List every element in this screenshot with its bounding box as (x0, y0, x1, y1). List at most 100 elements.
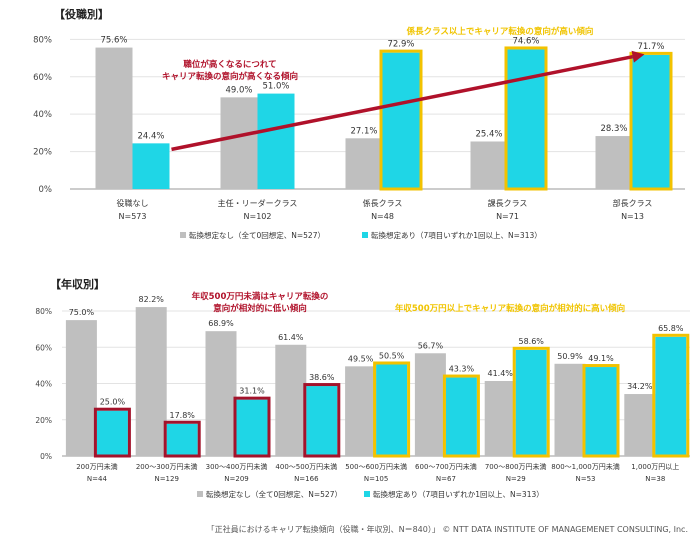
chart2-bar-change (515, 349, 547, 456)
chart1-highlight-yellow (504, 46, 548, 191)
chart2-category-n: N=67 (436, 475, 456, 483)
chart1-y-tick-label: 80% (33, 35, 52, 45)
chart2-legend-label: 転換想定なし（全て0回想定、N=527） (206, 489, 342, 499)
chart2-highlight-red (233, 396, 271, 458)
chart1-bar-no-change (470, 141, 508, 189)
chart2-category-n: N=166 (294, 475, 319, 483)
chart1-bar-no-change (220, 97, 258, 189)
chart2-category-n: N=209 (224, 475, 248, 483)
chart2-data-label: 25.0% (100, 398, 126, 407)
chart2-highlight-yellow (442, 374, 480, 458)
chart2-bar-change (236, 399, 268, 456)
chart2-bar-change (166, 423, 198, 456)
chart1-data-label: 49.0% (225, 85, 252, 95)
chart2-data-label: 82.2% (138, 295, 164, 304)
chart2-section-title: 【年収別】 (50, 278, 105, 291)
chart2-bar-no-change (484, 380, 516, 456)
chart2-category-label: 700～800万円未満 (485, 462, 547, 471)
chart2-category-n: N=129 (154, 475, 178, 483)
chart2-y-tick-label: 20% (35, 416, 52, 425)
chart2-category-label: 200万円未満 (76, 462, 117, 471)
chart2-bar-no-change (624, 394, 656, 456)
chart2-highlight-yellow (582, 364, 620, 458)
chart1-legend-label: 転換想定なし（全て0回想定、N=527） (189, 230, 325, 240)
chart2-bar-no-change (275, 344, 307, 456)
chart2-data-label: 49.1% (588, 354, 614, 363)
chart2-category-n: N=53 (575, 475, 595, 483)
chart1-bar-no-change (95, 47, 133, 190)
chart1-category-label: 役職なし (117, 198, 149, 208)
chart1-y-tick-label: 20% (33, 148, 52, 158)
chart1-data-label: 51.0% (262, 82, 289, 92)
chart1-annotation: 係長クラス以上でキャリア転換の意向が高い傾向 (407, 26, 594, 37)
chart2-data-label: 61.4% (278, 333, 304, 342)
chart2-bar-no-change (205, 331, 237, 456)
chart2-highlight-yellow (652, 333, 690, 458)
chart2-annotation: 意向が相対的に低い傾向 (213, 303, 307, 314)
chart1-data-label: 74.6% (512, 36, 539, 46)
chart2-legend-swatch (197, 491, 203, 497)
chart2-data-label: 50.9% (557, 352, 583, 361)
chart2-category-label: 300～400万円未満 (206, 462, 268, 471)
chart1-bar-change (632, 54, 670, 190)
chart1-data-label: 72.9% (387, 40, 414, 50)
chart2-bar-change (655, 336, 687, 456)
chart1-category-label: 主任・リーダークラス (218, 198, 298, 208)
chart1-category-n: N=102 (244, 212, 272, 221)
chart1-highlight-yellow (629, 51, 673, 191)
chart1-y-tick-label: 0% (39, 185, 53, 195)
chart1-bar-no-change (595, 136, 633, 189)
chart1-section-title: 【役職別】 (54, 8, 109, 21)
chart1-y-tick-label: 40% (33, 110, 52, 120)
chart2-highlight-red (93, 407, 131, 458)
chart2-data-label: 75.0% (69, 308, 95, 317)
chart1-bar-change (257, 93, 295, 189)
chart2-data-label: 65.8% (658, 324, 684, 333)
chart2-category-label: 200～300万円未満 (136, 462, 198, 471)
chart1-data-label: 28.3% (600, 124, 627, 134)
chart2-y-tick-label: 40% (35, 380, 52, 389)
chart2-category-n: N=44 (87, 475, 108, 483)
chart2-data-label: 38.6% (309, 373, 335, 382)
chart1-trend-arrow-head (631, 50, 645, 63)
chart2-category-label: 1,000万円以上 (631, 462, 679, 471)
chart1-trend-arrow-line (171, 54, 634, 152)
chart2-bar-change (306, 386, 338, 456)
chart2-category-label: 600～700万円未満 (415, 462, 477, 471)
chart1-data-label: 75.6% (100, 36, 127, 46)
chart1-category-n: N=13 (621, 212, 644, 221)
chart2-data-label: 68.9% (208, 319, 234, 328)
chart2-bar-no-change (65, 320, 97, 456)
chart2-data-label: 17.8% (169, 411, 195, 420)
chart1-category-n: N=48 (371, 212, 394, 221)
chart1-category-label: 部長クラス (613, 198, 653, 208)
chart2-data-label: 34.2% (627, 382, 653, 391)
chart2-y-tick-label: 0% (40, 452, 52, 461)
chart2-highlight-yellow (512, 346, 550, 458)
chart1-legend-label: 転換想定あり（7項目いずれか1回以上、N=313） (371, 230, 542, 240)
chart2-category-label: 500～600万円未満 (345, 462, 407, 471)
chart2-category-label: 400～500万円未満 (275, 462, 337, 471)
chart2-data-label: 50.5% (379, 352, 405, 361)
chart2-bar-change (376, 364, 408, 456)
chart2-bar-no-change (414, 353, 446, 456)
chart1-bar-no-change (345, 138, 383, 189)
chart2-legend-swatch (364, 491, 370, 497)
chart1-annotation: 職位が高くなるにつれて (183, 59, 276, 70)
chart1-data-label: 71.7% (637, 42, 664, 52)
chart2-bar-no-change (135, 307, 167, 456)
chart2-data-label: 43.3% (449, 365, 475, 374)
chart2-annotation: 年収500万円以上でキャリア転換の意向が相対的に高い傾向 (395, 303, 625, 314)
chart1-legend-swatch (180, 232, 186, 238)
chart2-y-tick-label: 60% (35, 343, 52, 352)
chart1-bar-change (507, 49, 545, 189)
chart2-category-n: N=38 (645, 475, 665, 483)
chart2-legend-label: 転換想定あり（7項目いずれか1回以上、N=313） (373, 489, 544, 499)
chart2-data-label: 41.4% (487, 369, 513, 378)
chart1-category-n: N=573 (119, 212, 147, 221)
chart1-annotation: キャリア転換の意向が高くなる傾向 (162, 71, 298, 82)
chart1-legend-swatch (362, 232, 368, 238)
chart1-category-label: 係長クラス (363, 199, 403, 208)
chart1-data-label: 27.1% (350, 126, 377, 136)
